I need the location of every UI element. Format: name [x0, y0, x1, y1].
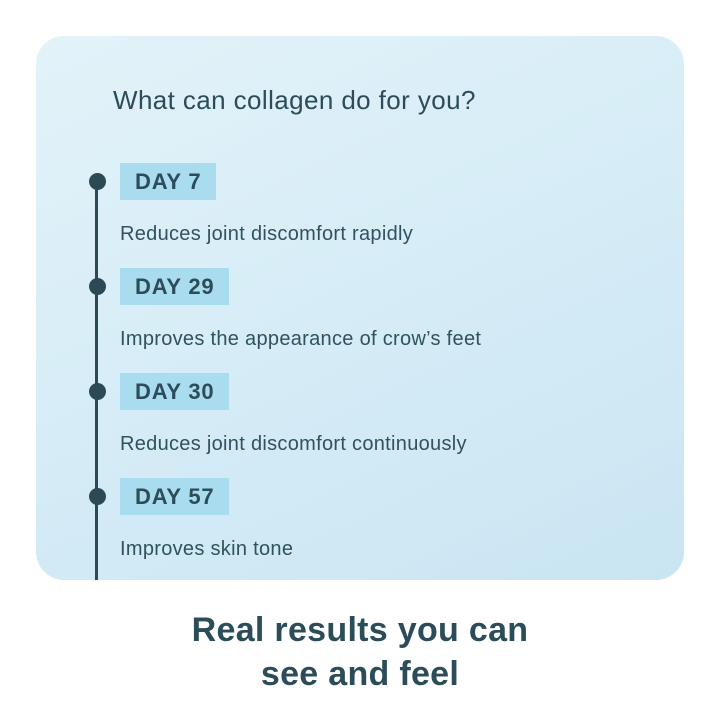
day-description: Reduces joint discomfort rapidly — [120, 223, 414, 245]
day-badge: DAY 57 — [120, 478, 230, 515]
timeline-item: DAY 57 Improves skin tone — [89, 478, 660, 561]
timeline-item: DAY 30 Reduces joint discomfort continuo… — [89, 373, 660, 456]
footer-heading-line2: see and feel — [260, 655, 460, 693]
footer-heading: Real results you can see and feel — [0, 608, 720, 696]
timeline-item: DAY 29 Improves the appearance of crow’s… — [89, 268, 660, 351]
day-description: Reduces joint discomfort continuously — [120, 433, 467, 455]
day-description: Improves skin tone — [120, 538, 294, 560]
timeline-dot-icon — [89, 383, 106, 400]
footer-heading-line1: Real results you can — [191, 611, 529, 649]
info-card: What can collagen do for you? DAY 7 Redu… — [36, 36, 684, 580]
day-badge: DAY 29 — [120, 268, 230, 305]
day-description: Improves the appearance of crow’s feet — [120, 328, 482, 350]
timeline-dot-icon — [89, 488, 106, 505]
timeline-line — [95, 181, 98, 580]
card-title: What can collagen do for you? — [113, 85, 476, 115]
timeline-item: DAY 7 Reduces joint discomfort rapidly — [89, 163, 660, 246]
timeline-dot-icon — [89, 173, 106, 190]
day-badge: DAY 30 — [120, 373, 230, 410]
day-badge: DAY 7 — [120, 163, 217, 200]
timeline-dot-icon — [89, 278, 106, 295]
timeline: DAY 7 Reduces joint discomfort rapidly D… — [89, 163, 660, 580]
